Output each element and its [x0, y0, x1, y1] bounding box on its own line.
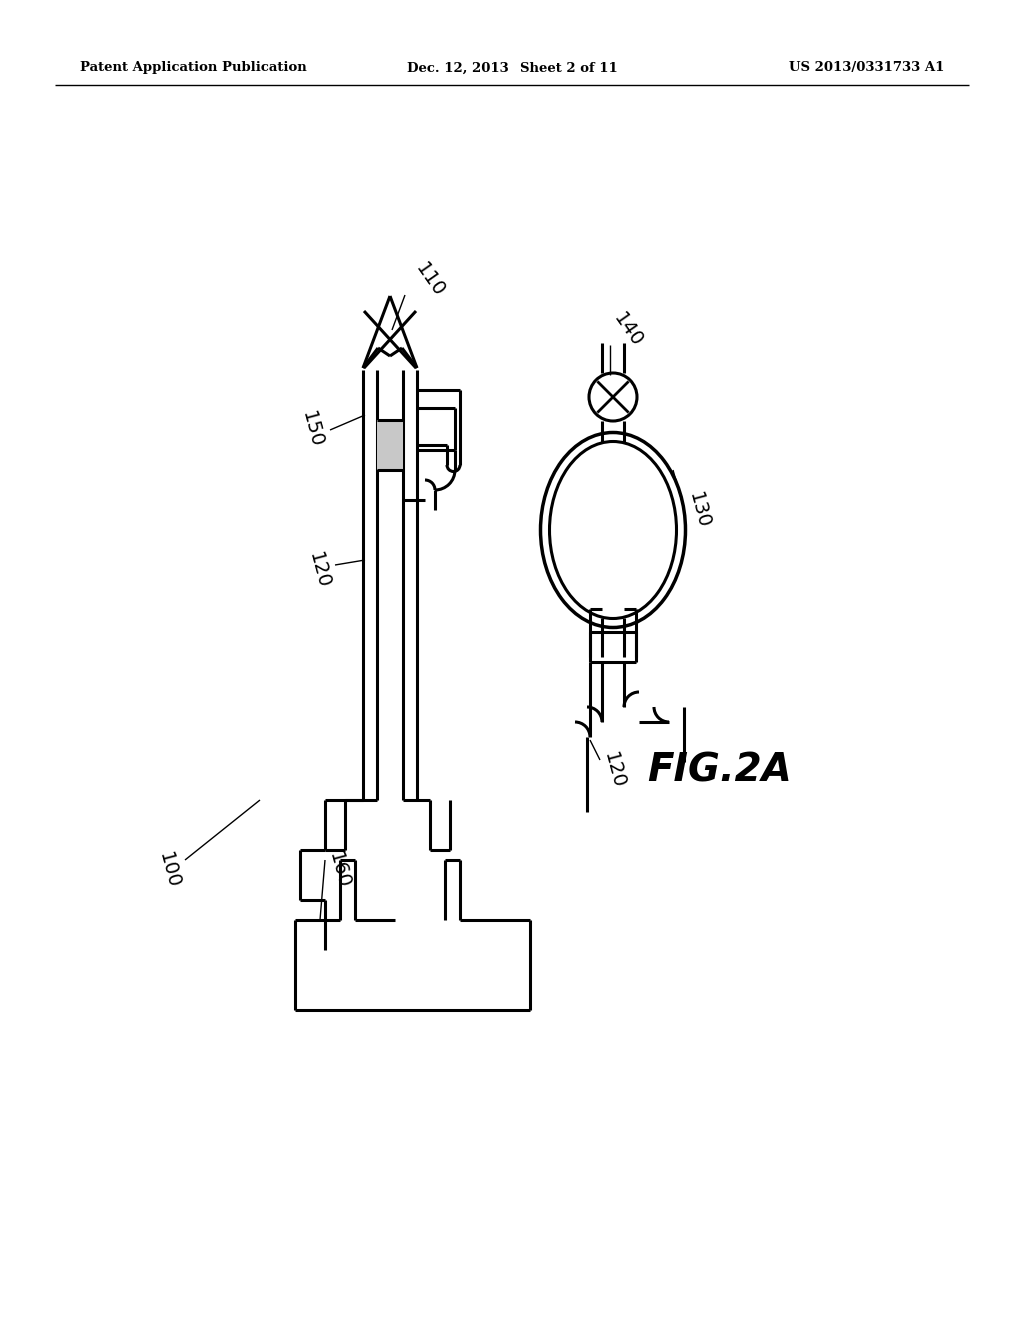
- Text: Dec. 12, 2013  Sheet 2 of 11: Dec. 12, 2013 Sheet 2 of 11: [407, 62, 617, 74]
- Text: 120: 120: [600, 750, 628, 791]
- Text: 110: 110: [412, 260, 449, 301]
- Text: FIG.2A: FIG.2A: [647, 751, 793, 789]
- Text: 130: 130: [685, 490, 713, 531]
- Text: 140: 140: [610, 309, 647, 351]
- Text: US 2013/0331733 A1: US 2013/0331733 A1: [788, 62, 944, 74]
- Text: 100: 100: [155, 850, 183, 890]
- Text: 160: 160: [325, 850, 353, 890]
- Text: Patent Application Publication: Patent Application Publication: [80, 62, 307, 74]
- Text: 120: 120: [305, 549, 333, 590]
- Text: 150: 150: [298, 409, 326, 450]
- Bar: [377, 420, 403, 470]
